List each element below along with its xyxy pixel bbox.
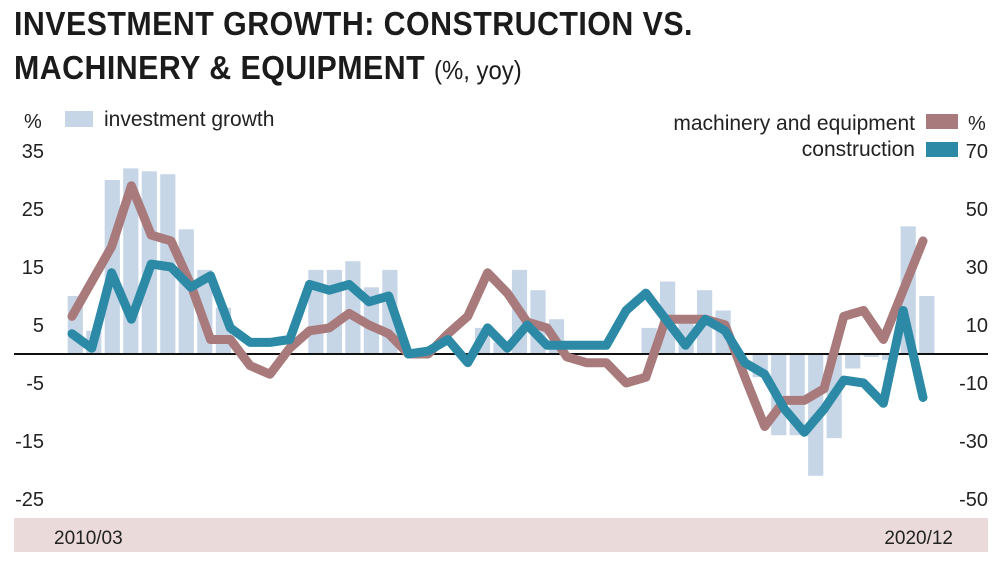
legend-swatch-machinery — [926, 114, 958, 129]
x-axis-start-label: 2010/03 — [54, 528, 123, 549]
date-band — [14, 518, 988, 552]
left-axis-tick: 15 — [22, 257, 44, 279]
left-axis-tick: -5 — [26, 373, 44, 395]
title-subtitle: (%, yoy) — [434, 55, 522, 85]
right-axis-tick: 30 — [966, 257, 988, 279]
right-axis-tick: -50 — [959, 489, 988, 511]
left-axis-tick: 5 — [33, 315, 44, 337]
x-axis-end-label: 2020/12 — [884, 528, 953, 549]
right-axis-tick: -30 — [959, 431, 988, 453]
right-axis-tick: 50 — [966, 199, 988, 221]
right-axis-tick: 10 — [966, 315, 988, 337]
right-axis-tick: -10 — [959, 373, 988, 395]
right-axis-unit: % — [968, 113, 986, 135]
left-axis: % 35 25 15 5 -5 -15 -25 — [15, 111, 44, 511]
left-axis-tick: 25 — [22, 199, 44, 221]
left-axis-unit: % — [24, 111, 42, 133]
legend-label-machinery: machinery and equipment — [673, 112, 915, 135]
bar-investment-growth — [919, 296, 935, 354]
left-axis-tick: -25 — [15, 489, 44, 511]
title-line-2: MACHINERY & EQUIPMENT — [14, 49, 426, 86]
x-axis-dates: 2010/03 2020/12 — [54, 528, 953, 549]
legend-swatch-investment-growth — [65, 111, 93, 127]
legend-swatch-construction — [926, 142, 958, 157]
lines-group — [67, 181, 928, 437]
bar-investment-growth — [104, 180, 120, 354]
right-axis: % 70 50 30 10 -10 -30 -50 — [959, 113, 988, 511]
legend-label-investment-growth: investment growth — [104, 108, 274, 131]
bar-investment-growth — [863, 354, 879, 357]
bar-investment-growth — [345, 261, 361, 354]
left-axis-tick: 35 — [22, 141, 44, 163]
series-line-construction — [67, 259, 928, 437]
legend-label-construction: construction — [802, 138, 915, 161]
bar-investment-growth — [845, 354, 861, 369]
title-line-1: INVESTMENT GROWTH: CONSTRUCTION VS. — [14, 5, 693, 42]
right-axis-tick: 70 — [966, 141, 988, 163]
bar-investment-growth — [493, 342, 509, 354]
date-band-group — [14, 518, 988, 552]
left-axis-tick: -15 — [15, 431, 44, 453]
chart-title: INVESTMENT GROWTH: CONSTRUCTION VS. MACH… — [14, 2, 693, 92]
legend: investment growth machinery and equipment… — [65, 108, 958, 161]
